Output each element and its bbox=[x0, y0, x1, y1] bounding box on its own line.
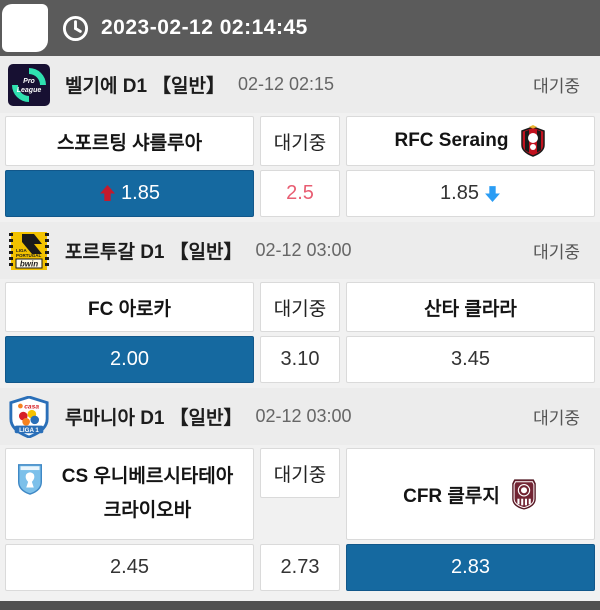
svg-text:PORTUGAL: PORTUGAL bbox=[16, 253, 42, 258]
svg-text:Pro: Pro bbox=[23, 78, 35, 85]
odds-draw-button[interactable]: 2.5 bbox=[260, 170, 340, 217]
rfc-seraing-crest-icon bbox=[520, 125, 545, 157]
match-status-cell: 대기중 bbox=[260, 448, 340, 498]
home-team-name: CS 우니베르시타테아 크라이오바 bbox=[61, 466, 234, 521]
odds-home-value: 2.00 bbox=[110, 348, 149, 370]
svg-text:bwin: bwin bbox=[20, 259, 38, 268]
match-status-cell: 대기중 bbox=[260, 282, 340, 332]
odds-away-value: 2.83 bbox=[451, 556, 490, 578]
odds-row: 2.45 2.73 2.83 bbox=[0, 544, 600, 591]
romania-liga1-casa-logo: casa LIGA 1 bbox=[9, 395, 49, 438]
timestamp-bar: 2023-02-12 02:14:45 bbox=[0, 0, 600, 56]
odds-draw-value: 2.5 bbox=[286, 182, 314, 204]
odds-draw-value: 2.73 bbox=[280, 556, 320, 578]
league-header: LIGA PORTUGAL bwin 포르투갈 D1 【일반】 02-12 03… bbox=[0, 222, 600, 279]
home-team-name: FC 아로카 bbox=[87, 298, 172, 320]
match-section-belgium: Pro League 벨기에 D1 【일반】 02-12 02:15 대기중 스… bbox=[0, 56, 600, 217]
odds-away-button[interactable]: 3.45 bbox=[346, 336, 595, 383]
svg-text:League: League bbox=[17, 87, 42, 94]
league-category: 【일반】 bbox=[152, 76, 225, 97]
away-team-name: CFR 클루지 bbox=[403, 485, 500, 507]
odds-draw-value: 3.10 bbox=[280, 348, 320, 370]
odds-away-button[interactable]: 2.83 bbox=[346, 544, 595, 591]
cs-universitatea-craiova-crest-icon bbox=[18, 464, 42, 495]
away-team-cell: RFC Seraing bbox=[346, 116, 595, 166]
home-team-cell: CS 우니베르시타테아 크라이오바 bbox=[5, 448, 254, 540]
cfr-cluj-crest-icon bbox=[512, 479, 536, 510]
odds-home-value: 1.85 bbox=[121, 182, 160, 204]
odds-home-button[interactable]: 2.45 bbox=[5, 544, 254, 591]
match-status-label: 대기중 bbox=[273, 298, 327, 320]
odds-away-value: 1.85 bbox=[440, 182, 479, 204]
league-name: 포르투갈 D1 bbox=[65, 242, 165, 263]
league-name: 루마니아 D1 bbox=[65, 408, 165, 429]
odds-home-value: 2.45 bbox=[110, 556, 149, 578]
league-header: casa LIGA 1 루마니아 D1 【일반】 02-12 03:00 대기중 bbox=[0, 388, 600, 445]
home-team-cell: 스포르팅 샤를루아 bbox=[5, 116, 254, 166]
team-row: 스포르팅 샤를루아 대기중 RFC Seraing bbox=[0, 116, 600, 166]
current-timestamp: 2023-02-12 02:14:45 bbox=[101, 16, 308, 39]
odds-draw-button[interactable]: 3.10 bbox=[260, 336, 340, 383]
odds-row: 1.85 2.5 1.85 bbox=[0, 170, 600, 217]
liga-portugal-bwin-logo: LIGA PORTUGAL bwin bbox=[9, 231, 49, 270]
kickoff-time: 02-12 03:00 bbox=[255, 240, 352, 260]
away-team-name: 산타 클라라 bbox=[424, 298, 517, 320]
team-row: CS 우니베르시타테아 크라이오바 대기중 CFR 클루지 bbox=[0, 448, 600, 540]
svg-text:casa: casa bbox=[24, 403, 39, 410]
home-team-cell: FC 아로카 bbox=[5, 282, 254, 332]
odds-away-button[interactable]: 1.85 bbox=[346, 170, 595, 217]
kickoff-time: 02-12 03:00 bbox=[255, 406, 352, 426]
status-badge: 대기중 bbox=[533, 243, 580, 262]
page-corner-notch bbox=[2, 4, 48, 52]
match-status-label: 대기중 bbox=[273, 464, 327, 486]
odds-row: 2.00 3.10 3.45 bbox=[0, 336, 600, 383]
away-team-cell: CFR 클루지 bbox=[346, 448, 595, 540]
odds-draw-button[interactable]: 2.73 bbox=[260, 544, 340, 591]
status-badge: 대기중 bbox=[533, 77, 580, 96]
status-badge: 대기중 bbox=[533, 409, 580, 428]
svg-text:LIGA: LIGA bbox=[16, 248, 27, 253]
match-status-label: 대기중 bbox=[273, 132, 327, 154]
odds-away-value: 3.45 bbox=[451, 348, 490, 370]
match-section-romania: casa LIGA 1 루마니아 D1 【일반】 02-12 03:00 대기중 bbox=[0, 388, 600, 591]
team-row: FC 아로카 대기중 산타 클라라 bbox=[0, 282, 600, 332]
away-team-name: RFC Seraing bbox=[394, 130, 509, 151]
match-status-cell: 대기중 bbox=[260, 116, 340, 166]
league-header: Pro League 벨기에 D1 【일반】 02-12 02:15 대기중 bbox=[0, 56, 600, 113]
kickoff-time: 02-12 02:15 bbox=[237, 74, 335, 94]
belgium-pro-league-logo: Pro League bbox=[8, 63, 50, 106]
league-category: 【일반】 bbox=[169, 408, 243, 429]
odds-home-button[interactable]: 2.00 bbox=[5, 336, 254, 383]
away-team-cell: 산타 클라라 bbox=[346, 282, 595, 332]
match-section-portugal: LIGA PORTUGAL bwin 포르투갈 D1 【일반】 02-12 03… bbox=[0, 222, 600, 383]
odds-up-arrow-icon bbox=[100, 185, 115, 201]
league-name: 벨기에 D1 bbox=[65, 76, 148, 97]
clock-icon bbox=[62, 15, 89, 41]
league-category: 【일반】 bbox=[169, 242, 243, 263]
odds-home-button[interactable]: 1.85 bbox=[5, 170, 254, 217]
svg-text:LIGA 1: LIGA 1 bbox=[19, 426, 39, 433]
home-team-name: 스포르팅 샤를루아 bbox=[56, 132, 203, 154]
odds-down-arrow-icon bbox=[485, 186, 500, 202]
bottom-divider bbox=[0, 601, 600, 610]
